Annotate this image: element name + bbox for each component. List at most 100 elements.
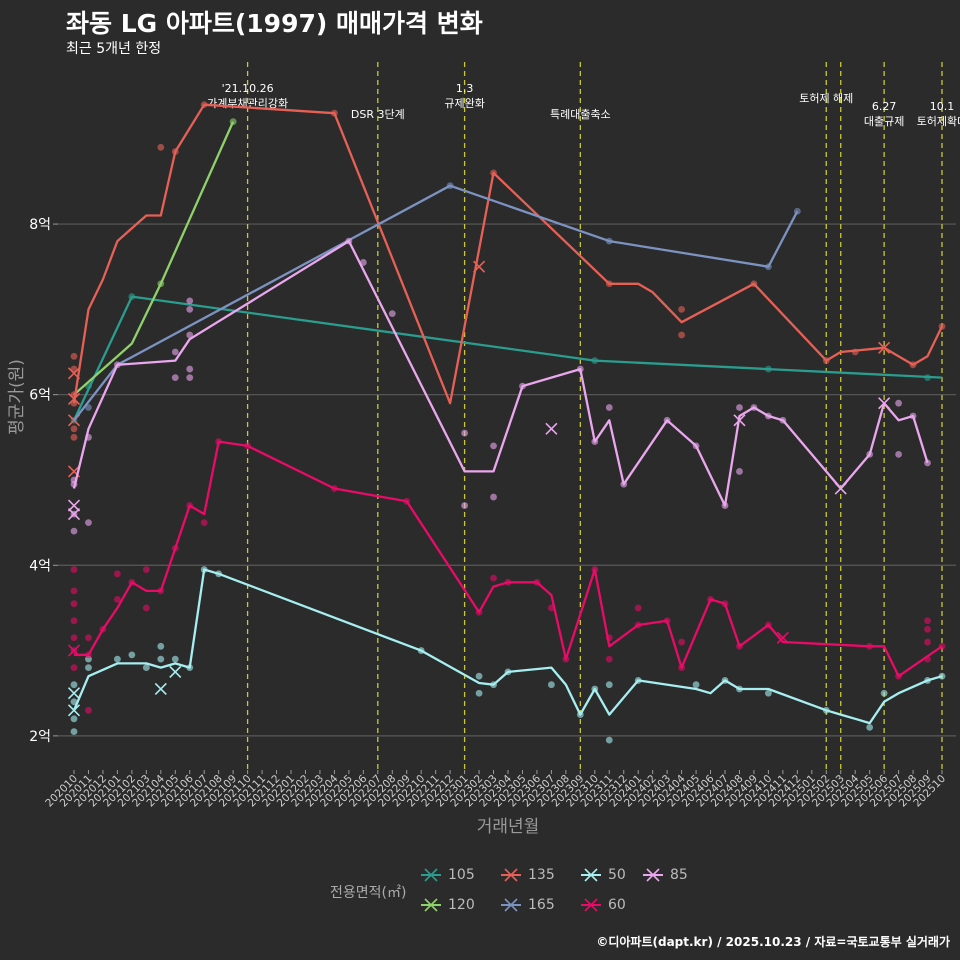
series-group (67, 101, 946, 744)
series-line (72, 295, 943, 421)
x-marker-stroke (67, 508, 81, 521)
legend-swatch (581, 898, 601, 912)
x-marker (776, 631, 789, 644)
x-marker-stroke (154, 682, 167, 696)
y-tick-label: 4억 (29, 558, 51, 574)
grid-lines (58, 223, 956, 737)
x-marker-stroke (834, 482, 847, 495)
series-165 (73, 182, 801, 422)
event-label: 토허제 해제 (799, 91, 853, 105)
data-point (924, 638, 931, 646)
x-marker (878, 341, 891, 354)
data-point (142, 566, 150, 573)
data-point (157, 642, 165, 650)
legend-item-105: 105 (420, 866, 475, 884)
x-marker (154, 682, 167, 696)
event-label: 1.3 (456, 82, 474, 95)
data-point (605, 681, 613, 689)
data-point (186, 297, 194, 305)
legend-item-120: 120 (420, 896, 475, 914)
legend-label: 165 (528, 897, 555, 913)
data-point (142, 664, 150, 672)
series-line (72, 568, 943, 725)
data-point (171, 655, 179, 663)
data-point (70, 425, 78, 433)
data-point (678, 305, 685, 313)
event-label: 10.1 (930, 100, 955, 113)
data-point (186, 365, 194, 373)
legend-item-165: 165 (500, 896, 555, 914)
legend-item-135: 135 (500, 866, 555, 884)
data-point (924, 617, 931, 625)
x-marker (67, 644, 81, 657)
data-point (736, 468, 743, 475)
series-50 (67, 566, 946, 744)
legend-item-50: 50 (580, 866, 626, 884)
data-point (895, 399, 902, 407)
legend-swatch (421, 868, 441, 882)
data-point (70, 617, 78, 625)
x-marker (67, 392, 81, 406)
legend-label: 50 (608, 867, 626, 883)
series-60 (67, 438, 946, 714)
data-point (85, 706, 92, 714)
data-point (85, 664, 92, 672)
data-point (186, 374, 194, 382)
data-point (461, 429, 468, 437)
event-label: '21.10.26 (222, 82, 274, 95)
data-point (736, 404, 743, 411)
x-marker (67, 704, 81, 717)
data-point (605, 655, 613, 663)
event-label: 규제완화 (444, 97, 484, 110)
legend-swatch (581, 868, 601, 882)
x-marker-stroke (67, 687, 81, 700)
data-point (490, 574, 497, 582)
legend-swatch (421, 898, 441, 912)
legend-label: 135 (528, 867, 555, 883)
legend-item-60: 60 (580, 896, 626, 914)
data-point (114, 655, 121, 663)
series-line (73, 184, 799, 422)
legend-label: 85 (670, 867, 688, 883)
legend-swatch (643, 868, 663, 882)
data-point (605, 404, 613, 411)
x-marker (67, 499, 81, 512)
x-marker (733, 414, 746, 427)
data-point (548, 681, 555, 689)
series-line (72, 239, 929, 507)
data-point (157, 655, 165, 663)
legend-title: 전용면적(㎡) (330, 885, 407, 901)
data-point (634, 604, 642, 612)
series-105 (70, 293, 943, 424)
data-point (142, 604, 150, 612)
x-axis: 2020102020112020122021012021022021032021… (43, 770, 948, 809)
data-point (924, 625, 931, 633)
legend-label: 105 (448, 867, 475, 883)
data-point (895, 450, 902, 458)
data-point (678, 638, 685, 646)
x-marker (545, 422, 558, 435)
data-point (70, 728, 78, 736)
data-point (85, 519, 92, 527)
data-point (114, 595, 121, 603)
x-marker-stroke (67, 644, 81, 657)
data-point (475, 689, 483, 697)
event-label: DSR 3단계 (351, 108, 405, 121)
data-point (490, 493, 497, 501)
data-point (70, 634, 78, 642)
data-point (171, 348, 179, 356)
data-point (85, 634, 92, 642)
x-marker-stroke (67, 499, 81, 512)
data-point (186, 331, 194, 339)
event-label: 6.27 (872, 100, 897, 113)
legend-item-85: 85 (642, 866, 688, 884)
x-marker-stroke (67, 367, 81, 380)
series-120 (73, 118, 237, 396)
legend-swatch (501, 868, 521, 882)
data-point (70, 587, 78, 595)
series-135 (67, 101, 946, 478)
data-point (692, 681, 700, 689)
data-point (461, 502, 468, 509)
x-marker (834, 482, 847, 495)
